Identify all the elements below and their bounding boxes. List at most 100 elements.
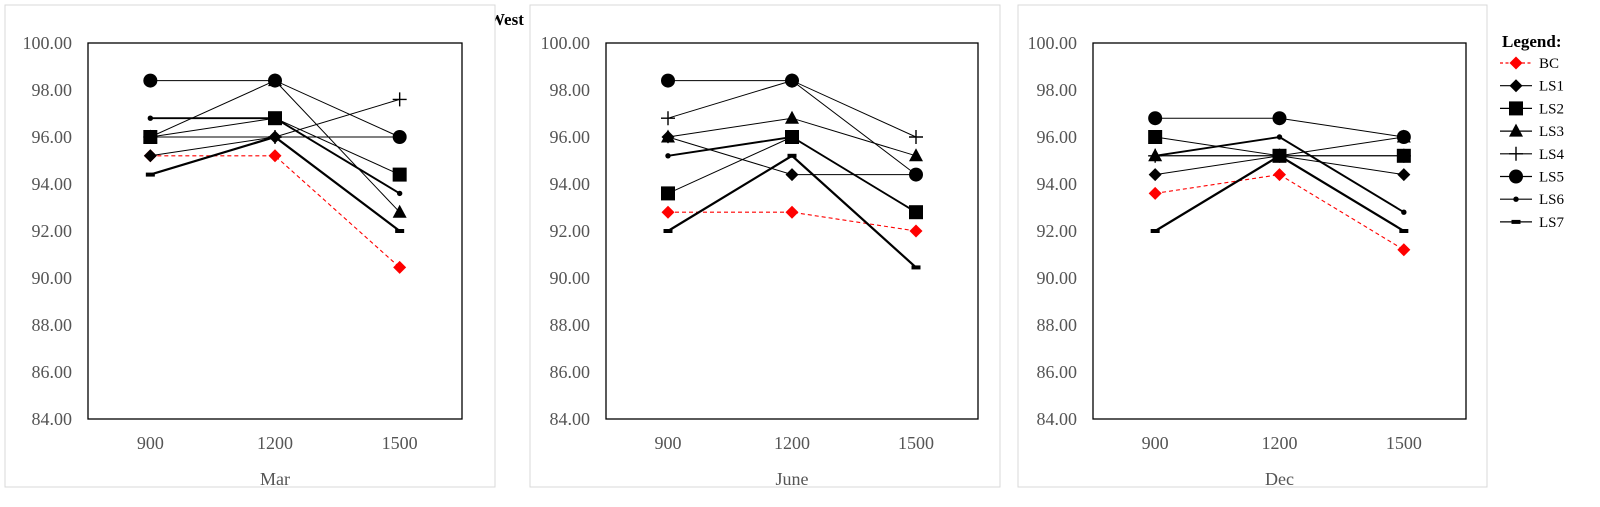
y-tick-label: 96.00 [1037, 127, 1078, 147]
data-point-ls5 [661, 73, 675, 88]
legend-item-ls1: LS1 [1500, 79, 1564, 95]
data-point-ls3 [909, 148, 923, 162]
series-ls3 [661, 110, 923, 162]
y-tick-label: 86.00 [550, 362, 591, 382]
data-point-ls7 [787, 153, 797, 158]
data-point-bc [785, 205, 799, 219]
legend-marker [1509, 79, 1523, 93]
y-tick-label: 92.00 [550, 221, 591, 241]
y-tick-label: 100.00 [23, 33, 73, 53]
data-point-ls6 [789, 134, 795, 140]
data-point-ls3 [661, 129, 675, 143]
data-point-ls6 [1401, 209, 1407, 215]
y-tick-label: 96.00 [32, 127, 73, 147]
data-point-bc [268, 149, 282, 163]
series-bc [1148, 168, 1411, 257]
x-tick-label: 1200 [257, 433, 293, 453]
data-point-ls4 [909, 130, 923, 144]
series-ls7 [1150, 153, 1409, 233]
data-point-ls5 [392, 130, 407, 144]
legend-marker [1513, 196, 1519, 202]
legend-label: LS5 [1539, 170, 1564, 186]
data-point-ls5 [909, 167, 923, 182]
data-point-ls5 [1272, 111, 1287, 126]
y-tick-label: 90.00 [32, 268, 73, 288]
series-ls7 [145, 135, 405, 233]
chart-panel-mar: 84.00 86.00 88.00 90.00 92.00 94.00 96.00 98.00… [4, 4, 496, 489]
legend-item-ls6: LS6 [1500, 192, 1565, 208]
data-point-bc [393, 260, 407, 274]
y-tick-label: 84.00 [550, 409, 591, 429]
data-point-ls7 [1150, 229, 1160, 233]
x-axis-title: Mar [260, 469, 290, 489]
x-tick-label: 900 [1142, 433, 1169, 453]
legend-item-ls5: LS5 [1500, 169, 1564, 186]
data-point-ls4 [143, 130, 158, 144]
x-tick-label: 1500 [898, 433, 934, 453]
data-point-ls5 [1148, 111, 1163, 126]
chart-panel-june: 84.00 86.00 88.00 90.00 92.00 94.00 96.00 98.00… [529, 4, 1001, 489]
data-point-bc [1397, 243, 1411, 257]
chart-panels: 84.00 86.00 88.00 90.00 92.00 94.00 96.00 98.00… [4, 4, 1488, 489]
legend-marker [1509, 146, 1523, 161]
chart-panel-dec: 84.00 86.00 88.00 90.00 92.00 94.00 96.00 98.00… [1017, 4, 1488, 489]
data-point-ls7 [663, 229, 673, 233]
data-point-ls7 [911, 265, 921, 270]
series-ls5 [1148, 111, 1411, 144]
data-point-ls6 [665, 153, 671, 159]
legend-item-ls4: LS4 [1500, 146, 1565, 163]
data-point-ls7 [395, 229, 405, 233]
data-point-ls1 [143, 149, 157, 163]
series-ls5 [143, 73, 407, 144]
y-tick-label: 86.00 [32, 362, 73, 382]
series-ls6 [1152, 134, 1407, 215]
data-point-ls4 [1396, 148, 1411, 163]
data-point-ls2 [392, 167, 407, 182]
data-point-ls4 [661, 111, 675, 126]
data-point-ls3 [785, 110, 799, 124]
data-point-ls7 [1399, 229, 1409, 233]
y-tick-label: 90.00 [550, 268, 591, 288]
y-tick-label: 84.00 [32, 409, 73, 429]
legend-item-ls2: LS2 [1500, 101, 1564, 117]
x-axis-title: Dec [1265, 469, 1294, 489]
x-tick-label: 900 [137, 433, 164, 453]
data-point-ls5 [143, 73, 158, 88]
y-tick-label: 86.00 [1037, 362, 1078, 382]
data-point-ls4 [392, 92, 407, 107]
data-point-bc [909, 224, 923, 238]
legend-label: LS4 [1539, 147, 1565, 163]
data-point-ls7 [145, 172, 155, 177]
legend-label: LS2 [1539, 101, 1564, 117]
legend-marker [1509, 56, 1523, 70]
data-point-ls3 [392, 204, 407, 218]
y-tick-label: 92.00 [1037, 221, 1078, 241]
x-tick-label: 1500 [382, 433, 418, 453]
data-point-ls6 [272, 115, 278, 121]
data-point-bc [1148, 186, 1162, 200]
y-tick-label: 88.00 [550, 315, 591, 335]
legend-label: BC [1539, 56, 1559, 72]
series-ls6 [147, 115, 403, 197]
y-tick-label: 88.00 [1037, 315, 1078, 335]
series-bc [661, 205, 923, 238]
legend-marker [1509, 123, 1523, 137]
data-point-ls2 [661, 186, 675, 201]
x-axis-title: June [776, 469, 809, 489]
y-tick-label: 100.00 [541, 33, 591, 53]
data-point-ls5 [268, 73, 282, 88]
legend-marker [1511, 219, 1521, 224]
x-tick-label: 1200 [1262, 433, 1298, 453]
data-point-ls7 [270, 135, 280, 139]
data-point-bc [1273, 168, 1286, 182]
y-tick-label: 98.00 [550, 80, 591, 100]
data-point-ls6 [1276, 134, 1283, 140]
legend-item-ls3: LS3 [1500, 123, 1564, 140]
y-tick-label: 90.00 [1037, 268, 1078, 288]
data-point-ls6 [913, 209, 919, 215]
data-point-ls5 [785, 73, 799, 88]
legend-label: LS7 [1539, 215, 1565, 231]
figure-title: West [488, 10, 524, 29]
y-tick-label: 94.00 [32, 174, 73, 194]
